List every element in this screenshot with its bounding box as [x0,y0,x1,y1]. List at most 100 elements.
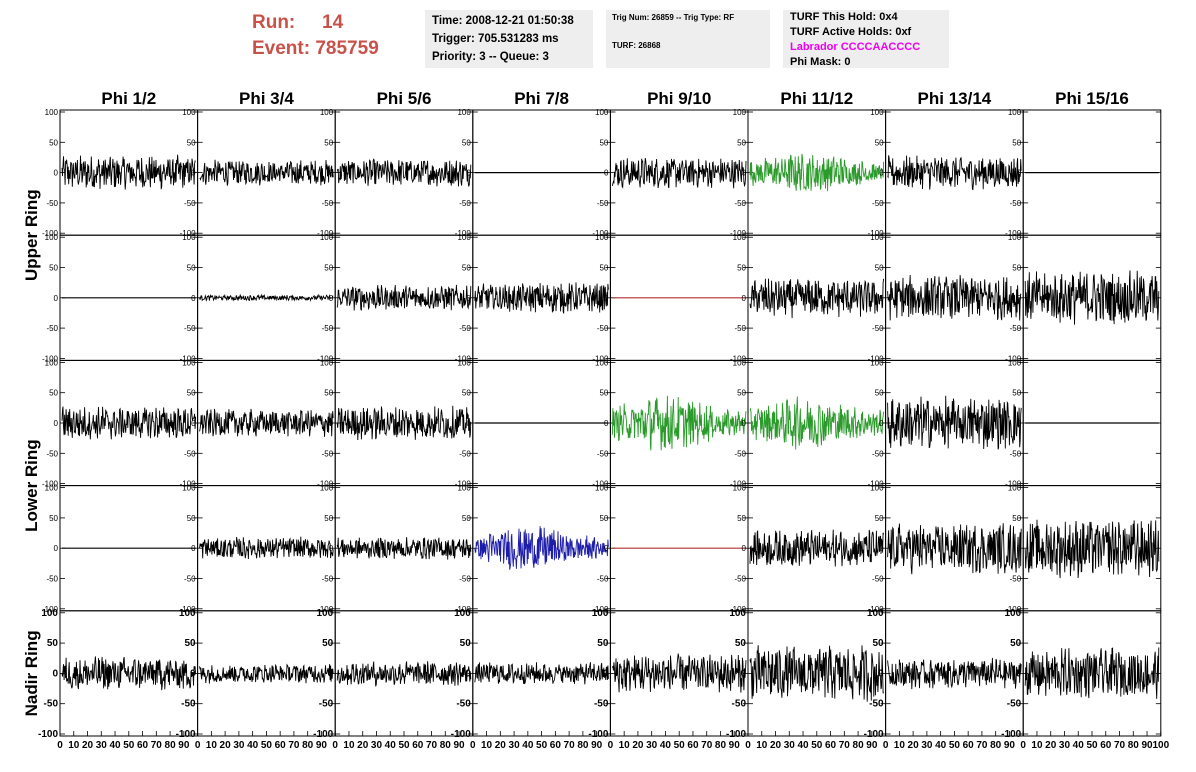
x-tick-label: 30 [646,740,658,751]
x-tick-label: 30 [371,740,383,751]
x-tick-label: 30 [233,740,245,751]
waveform-r2-c8 [1024,270,1160,325]
y-tick-label: 0 [879,419,884,428]
y-tick-label: 100 [595,358,609,367]
x-tick-label: 70 [426,740,438,751]
y-tick-label: 100 [45,358,59,367]
waveform-r2-c2 [199,293,334,302]
x-tick-label: 70 [1114,740,1126,751]
y-tick-label: 50 [735,638,747,649]
y-tick-label: 0 [465,668,471,679]
x-tick-label: 100 [1152,740,1169,751]
y-tick-label: 50 [324,389,333,398]
y-tick-label: 100 [320,233,334,242]
waveform-r4-c7 [887,523,1022,575]
waveform-r2-c6 [749,278,885,319]
x-tick-label: 10 [894,740,906,751]
y-tick-label: 100 [870,358,884,367]
y-tick-label: -100 [42,354,59,363]
y-tick-label: 50 [462,514,471,523]
y-tick-label: 100 [595,484,609,493]
y-tick-label: -50 [184,199,196,208]
y-tick-label: 50 [187,514,196,523]
x-tick-label: 40 [522,740,534,751]
y-tick-label: 0 [604,294,609,303]
x-tick-label: 50 [811,740,823,751]
priority-text: Priority: 3 -- Queue: 3 [432,51,549,63]
x-tick-label: 40 [660,740,672,751]
x-tick-label: 60 [1100,740,1112,751]
y-tick-label: -100 [455,354,472,363]
x-tick-label: 60 [412,740,424,751]
waveform-r5-c5 [611,653,747,693]
y-tick-label: -50 [734,324,746,333]
trig-num-text: Trig Num: 26859 -- Trig Type: RF [612,13,735,22]
event-value: 785759 [315,38,379,59]
y-tick-label: -50 [872,449,884,458]
waveform-r4-c4 [474,526,609,570]
y-tick-label: 50 [187,138,196,147]
y-tick-label: 0 [740,668,746,679]
x-tick-label: 20 [357,740,369,751]
x-tick-label: 20 [82,740,94,751]
x-tick-label: 40 [1073,740,1085,751]
y-tick-label: -50 [1010,575,1022,584]
y-tick-label: -50 [322,575,334,584]
x-tick-label: 40 [797,740,809,751]
y-tick-label: -50 [594,699,609,710]
waveform-r5-c8 [1024,647,1160,699]
turf-text: TURF: 26868 [612,41,661,50]
waveform-r3-c1 [61,406,197,440]
y-tick-label: 100 [733,358,747,367]
y-tick-label: 50 [1012,138,1021,147]
y-tick-label: 0 [329,294,334,303]
y-tick-label: 50 [49,514,58,523]
turf-this-hold-text: TURF This Hold: 0x4 [790,11,898,23]
y-tick-label: 100 [1008,358,1022,367]
waveform-r1-c1 [61,154,196,190]
x-tick-label: 60 [550,740,562,751]
run-value: 14 [322,12,344,33]
turf-active-holds-text: TURF Active Holds: 0xf [790,26,912,38]
y-tick-label: 0 [604,419,609,428]
y-tick-label: 100 [733,233,747,242]
y-tick-label: 100 [182,484,196,493]
y-tick-label: -50 [322,199,334,208]
y-tick-label: 0 [54,294,59,303]
y-tick-label: -100 [726,729,746,740]
x-tick-label: 0 [745,740,751,751]
y-tick-label: 0 [191,419,196,428]
y-tick-label: 0 [1017,294,1022,303]
x-tick-label: 60 [137,740,149,751]
y-tick-label: 50 [1012,389,1021,398]
x-tick-label: 50 [261,740,273,751]
y-tick-label: 50 [599,264,608,273]
y-tick-label: 50 [324,264,333,273]
y-tick-label: 100 [317,608,334,619]
waveform-r1-c3 [336,158,472,187]
column-header-6: Phi 11/12 [780,89,853,108]
y-tick-label: 50 [49,389,58,398]
y-tick-label: 0 [191,294,196,303]
y-tick-label: 0 [742,544,747,553]
y-tick-label: -100 [38,729,58,740]
waveform-r5-c6 [749,645,885,702]
column-header-1: Phi 1/2 [101,89,156,108]
y-tick-label: -100 [317,354,334,363]
y-tick-label: -100 [451,729,471,740]
y-tick-label: -100 [455,605,472,614]
y-tick-label: -100 [313,729,333,740]
y-tick-label: -100 [730,229,747,238]
run-label: Run: [252,12,296,33]
column-header-7: Phi 13/14 [918,89,992,108]
x-tick-label: 90 [1141,740,1153,751]
y-tick-label: -100 [180,605,197,614]
y-tick-label: 50 [875,514,884,523]
x-tick-label: 80 [715,740,727,751]
x-tick-label: 80 [302,740,314,751]
x-tick-label: 90 [729,740,741,751]
x-tick-label: 50 [398,740,410,751]
y-tick-label: 50 [1012,264,1021,273]
y-tick-label: 50 [599,514,608,523]
